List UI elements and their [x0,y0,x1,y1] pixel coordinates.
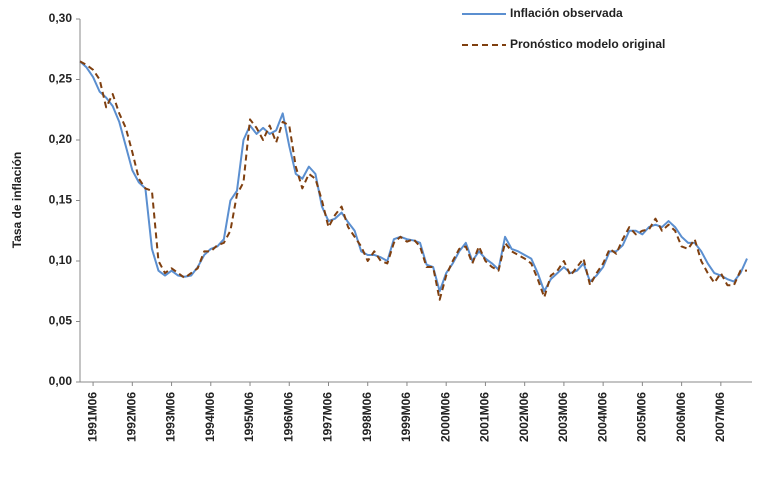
y-tick-label: 0,15 [49,193,73,207]
y-axis-label: Tasa de inflación [10,152,24,248]
series-line [79,60,748,293]
x-tick-label: 2004M06 [595,392,609,442]
x-tick-label: 2005M06 [635,392,649,442]
y-tick-label: 0,25 [49,72,73,86]
x-tick-label: 1991M06 [85,392,99,442]
x-tick-label: 2006M06 [674,392,688,442]
y-tick-label: 0,30 [49,11,73,25]
y-tick-label: 0,20 [49,132,73,146]
x-tick-label: 2007M06 [713,392,727,442]
x-tick-label: 2000M06 [438,392,452,442]
x-tick-label: 1999M06 [399,392,413,442]
x-tick-label: 2002M06 [517,392,531,442]
x-tick-label: 1998M06 [360,392,374,442]
x-tick-label: 2001M06 [478,392,492,442]
series-line [79,60,747,301]
legend-label: Inflación observada [510,6,623,20]
y-tick-label: 0,10 [49,253,73,267]
x-tick-label: 1997M06 [321,392,335,442]
x-tick-label: 1992M06 [124,392,138,442]
x-tick-label: 1993M06 [164,392,178,442]
x-tick-label: 1996M06 [281,392,295,442]
y-tick-label: 0,00 [49,374,73,388]
x-tick-label: 1994M06 [203,392,217,442]
x-tick-label: 2003M06 [556,392,570,442]
legend-label: Pronóstico modelo original [510,37,665,51]
x-tick-label: 1995M06 [242,392,256,442]
y-tick-label: 0,05 [49,314,73,328]
